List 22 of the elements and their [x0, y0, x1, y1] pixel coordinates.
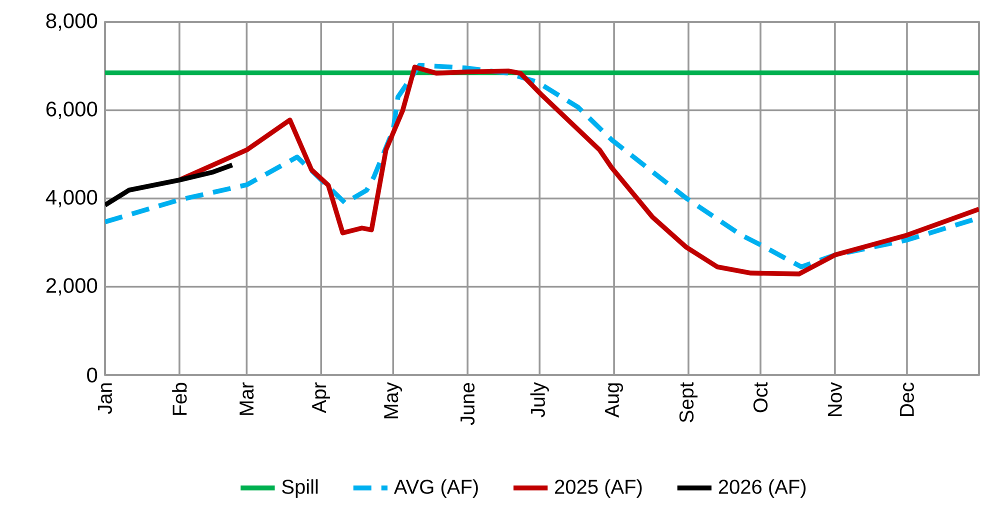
x-tick-label: Apr	[312, 382, 330, 414]
x-tick-label: Feb	[172, 382, 187, 415]
x-tick-label: Jan	[98, 383, 112, 414]
x-tick-label: July	[530, 382, 549, 418]
x-tick-label: June	[460, 382, 475, 426]
legend-label: 2025 (AF)	[555, 479, 642, 498]
x-tick-label: Dec	[900, 382, 914, 416]
y-tick-label: 6,000	[46, 102, 98, 119]
x-tick-label: Oct	[753, 382, 768, 412]
legend-label: 2026 (AF)	[718, 479, 806, 498]
x-tick-label: May	[384, 382, 402, 418]
legend-label: AVG (AF)	[394, 479, 478, 498]
x-tick-label: Nov	[828, 382, 842, 416]
x-tick-label: Mar	[240, 382, 254, 415]
legend-label: Spill	[282, 479, 318, 498]
y-tick-label: 4,000	[46, 190, 98, 208]
y-tick-label: 2,000	[46, 278, 98, 296]
y-tick-label: 8,000	[46, 13, 98, 31]
y-tick-label: 0	[87, 368, 98, 382]
line-series	[105, 162, 235, 208]
x-tick-label: Aug	[605, 383, 623, 418]
x-tick-label: Sept	[679, 382, 698, 422]
